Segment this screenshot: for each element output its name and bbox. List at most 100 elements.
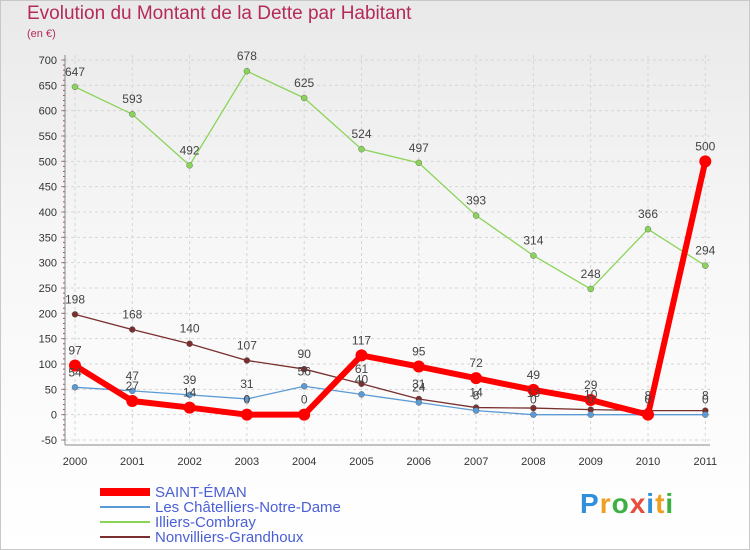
data-point [358, 391, 365, 398]
x-tick-label: 2000 [63, 456, 87, 468]
data-point [298, 408, 311, 421]
data-point [186, 391, 193, 399]
data-label: 29 [584, 378, 598, 392]
data-point [530, 252, 537, 259]
data-point [358, 380, 365, 387]
y-tick-label: 250 [39, 283, 57, 295]
data-point [530, 404, 537, 412]
x-tick-label: 2011 [693, 456, 717, 468]
data-label: 56 [298, 364, 312, 378]
data-label: 8 [473, 389, 480, 403]
data-label: 492 [180, 143, 200, 157]
legend-label: SAINT-ÉMAN [155, 484, 247, 501]
data-label: 0 [645, 393, 652, 407]
x-tick-label: 2007 [464, 456, 488, 468]
data-label: 625 [294, 76, 314, 90]
y-tick-label: 700 [39, 55, 57, 67]
logo-letter: P [580, 488, 600, 519]
data-label: 54 [68, 365, 82, 379]
data-label: 13 [527, 386, 541, 400]
data-point [129, 111, 136, 118]
x-tick-label: 2003 [235, 456, 259, 468]
data-point [472, 407, 480, 414]
y-tick-label: -50 [41, 435, 57, 447]
y-tick-label: 200 [39, 308, 57, 320]
legend-label: Illiers-Combray [155, 514, 256, 531]
data-label: 8 [645, 389, 652, 403]
data-label: 294 [695, 244, 715, 258]
x-tick-label: 2005 [349, 456, 373, 468]
series-line-0 [72, 158, 709, 418]
data-label: 39 [183, 373, 197, 387]
data-point [702, 411, 709, 418]
data-label: 8 [702, 389, 709, 403]
data-point [584, 393, 597, 406]
series-line-1 [74, 385, 706, 416]
data-point [530, 411, 537, 418]
data-point [243, 67, 251, 75]
y-tick-label: 350 [39, 232, 57, 244]
data-point [301, 365, 308, 373]
data-label: 24 [412, 381, 426, 395]
data-label: 95 [412, 345, 426, 359]
proxiti-logo: Proxiti [580, 488, 674, 520]
chart-subtitle: (en €) [27, 28, 56, 40]
data-label: 0 [244, 393, 251, 407]
legend-swatch [100, 506, 150, 508]
logo-letter: o [611, 488, 630, 519]
data-label: 27 [126, 379, 140, 393]
data-point [358, 145, 365, 153]
data-point [699, 155, 712, 168]
data-label: 524 [351, 127, 371, 141]
data-point [301, 94, 308, 102]
data-point [126, 394, 139, 407]
data-point [243, 357, 251, 364]
data-label: 0 [702, 393, 709, 407]
data-point [301, 383, 308, 390]
data-point [472, 212, 480, 219]
y-tick-label: 550 [39, 131, 57, 143]
y-tick-label: 0 [51, 410, 57, 422]
data-point [527, 383, 540, 396]
data-label: 0 [301, 393, 308, 407]
y-tick-label: 500 [39, 156, 57, 168]
data-point [587, 285, 594, 293]
data-point [587, 411, 594, 418]
data-label: 393 [466, 194, 486, 208]
data-point [243, 395, 251, 403]
y-tick-label: 400 [39, 207, 57, 219]
x-tick-label: 2002 [177, 456, 201, 468]
data-point [186, 162, 193, 169]
data-label: 14 [469, 386, 483, 400]
data-point [129, 326, 136, 333]
x-tick-label: 2001 [120, 456, 144, 468]
data-point [355, 349, 368, 362]
data-label: 72 [469, 356, 483, 370]
data-point [183, 401, 196, 414]
data-label: 314 [523, 234, 543, 248]
x-tick-label: 2004 [292, 456, 316, 468]
data-point [642, 408, 654, 421]
data-label: 500 [695, 139, 715, 153]
y-tick-label: 100 [39, 359, 57, 371]
logo-letter: x [629, 488, 647, 519]
data-label: 40 [355, 372, 369, 386]
data-label: 593 [122, 92, 142, 106]
x-tick-label: 2006 [407, 456, 431, 468]
data-label: 0 [587, 393, 594, 407]
logo-letter: t [655, 488, 666, 519]
data-label: 90 [298, 347, 312, 361]
data-point [415, 159, 422, 167]
data-label: 678 [237, 49, 257, 63]
y-tick-label: 650 [39, 80, 57, 92]
data-label: 97 [68, 344, 82, 358]
data-label: 198 [65, 292, 85, 306]
x-tick-label: 2008 [521, 456, 545, 468]
series-line-2 [74, 70, 706, 290]
data-label: 10 [584, 388, 598, 402]
y-tick-label: 600 [39, 106, 57, 118]
data-label: 140 [180, 322, 200, 336]
data-label: 61 [355, 362, 369, 376]
